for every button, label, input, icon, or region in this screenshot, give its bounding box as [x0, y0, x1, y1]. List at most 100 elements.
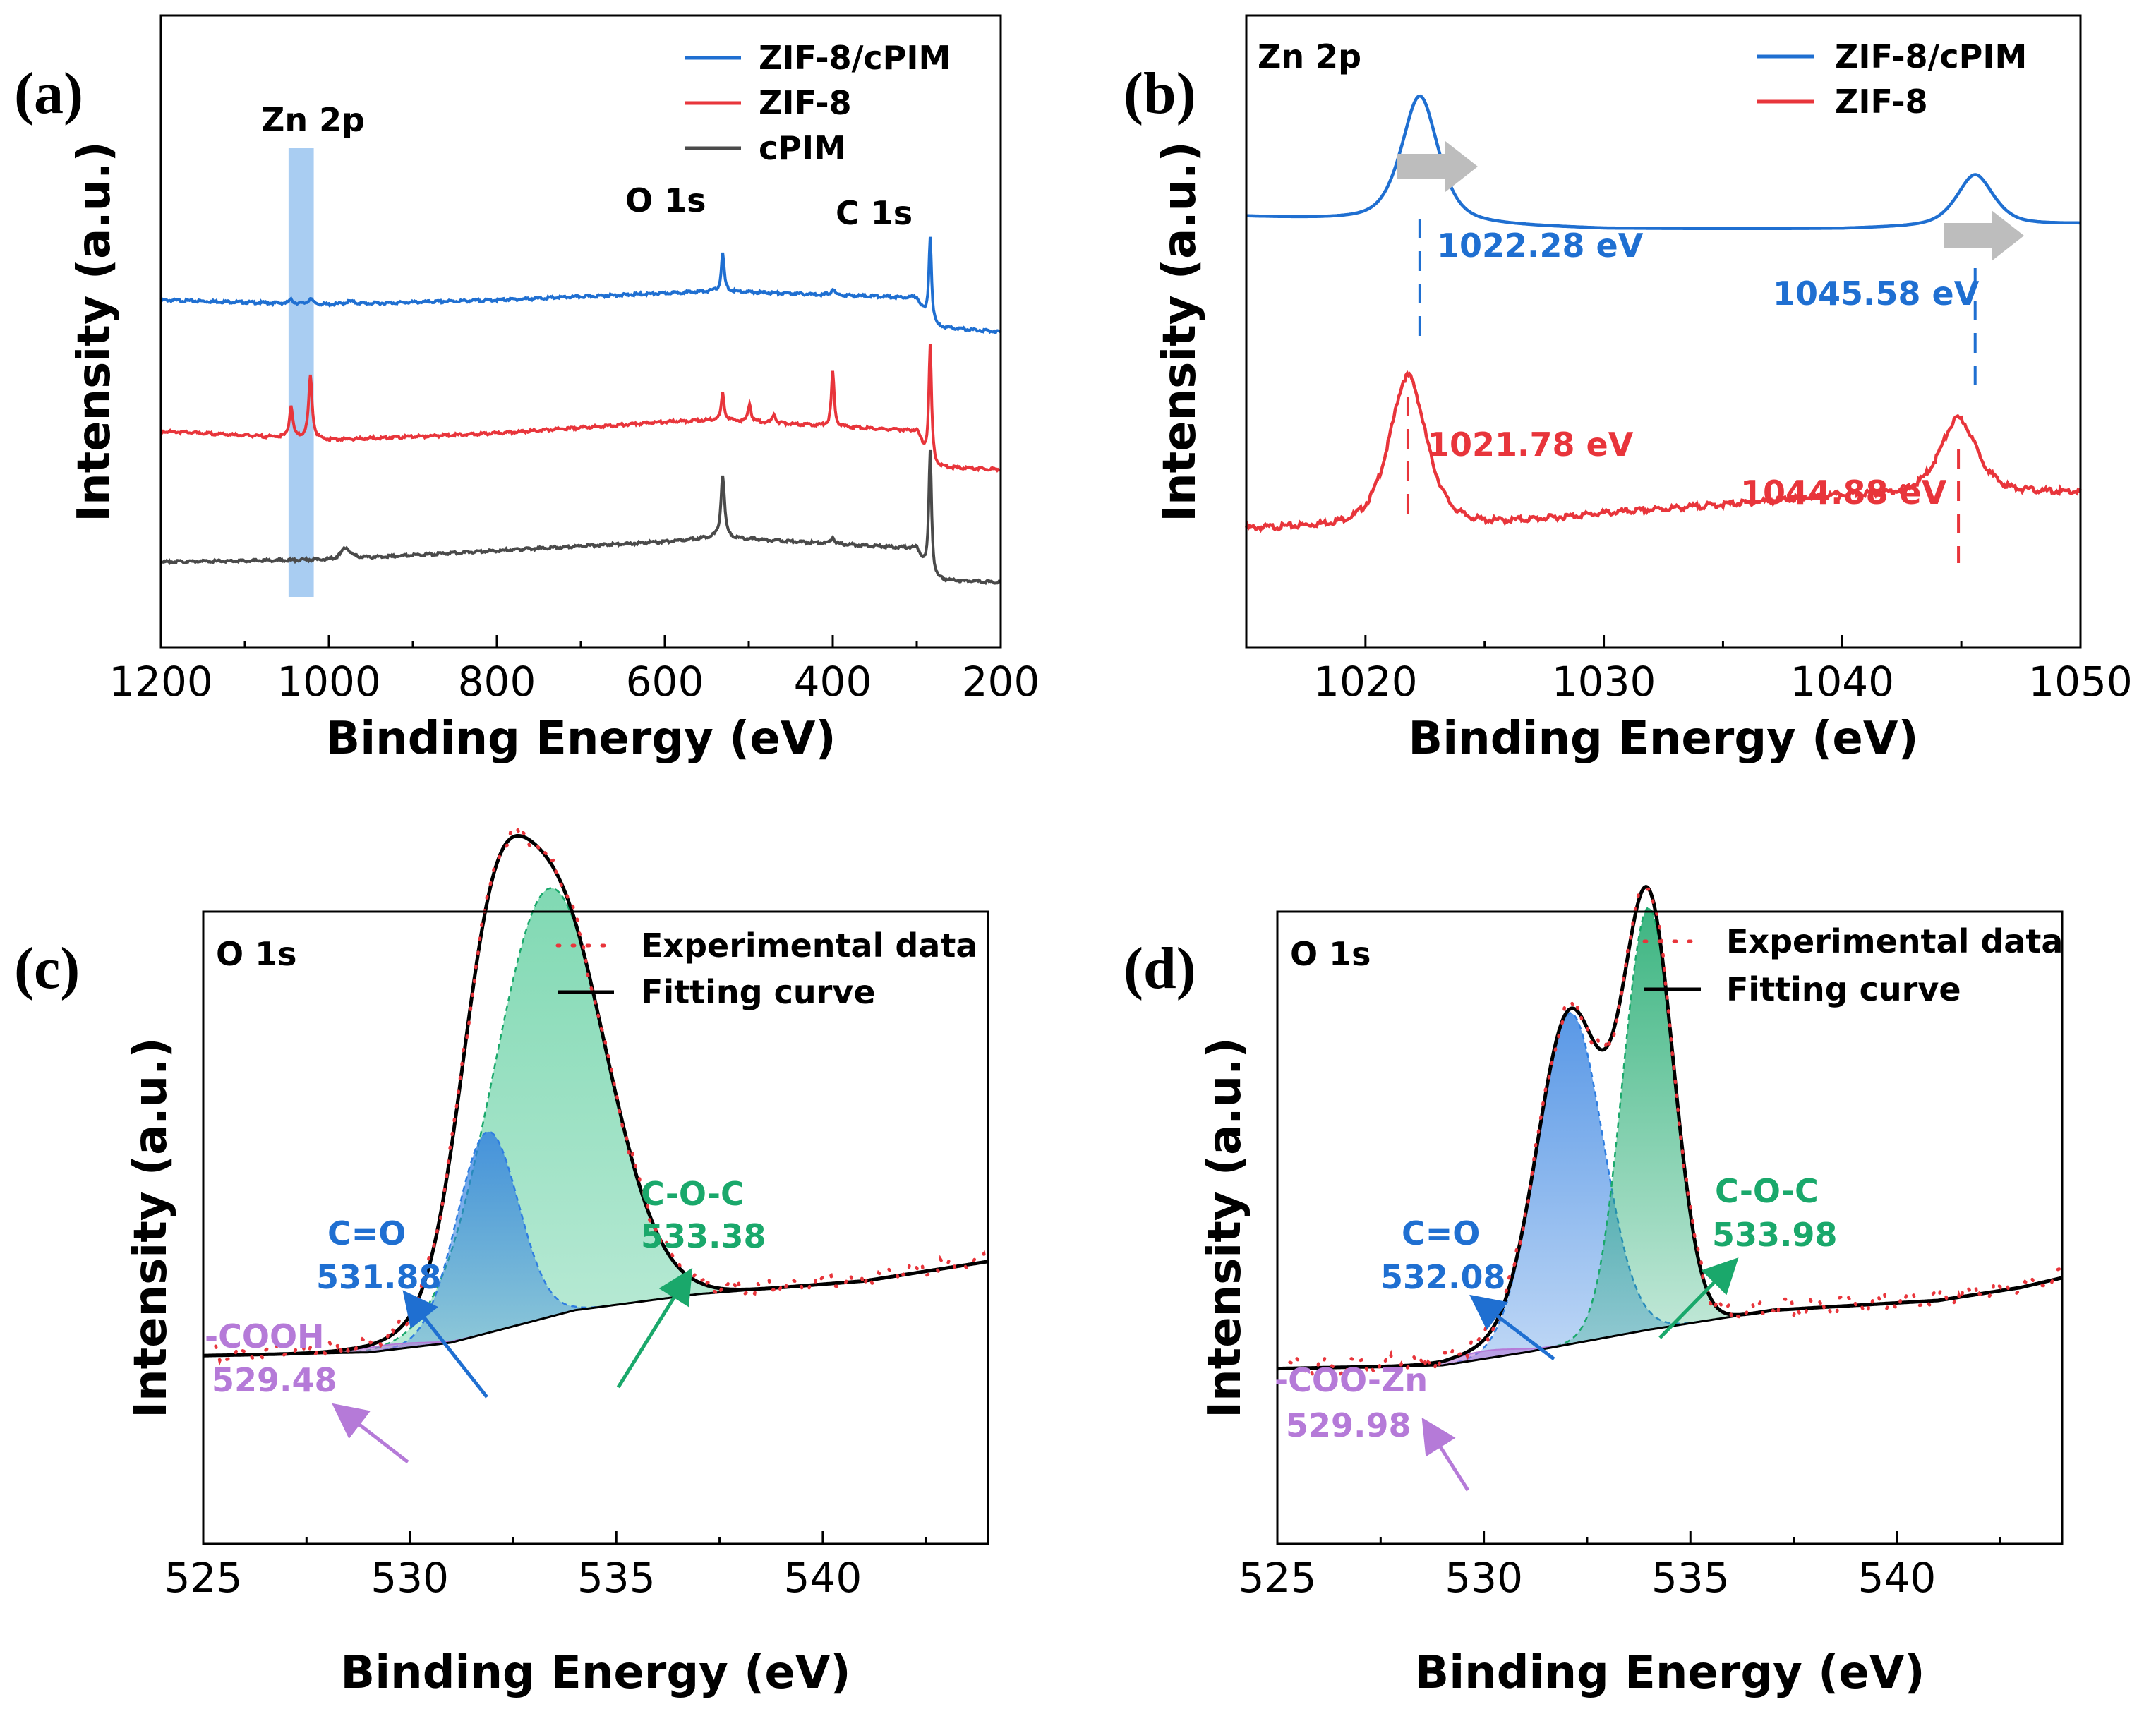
value-c-o-c: 533.98	[1712, 1216, 1838, 1254]
panel-c-x-tick-labels: 525 530 535 540	[164, 1554, 862, 1602]
panel-b-label: (b)	[1124, 61, 1196, 126]
panel-d-frame	[1276, 910, 2064, 1545]
panel-b-x-tick-label: 1050	[2028, 658, 2133, 706]
label-c-o: C=O	[327, 1214, 406, 1252]
arrow-cooh	[332, 1403, 409, 1463]
peak-label-1045-58: 1045.58 eV	[1773, 274, 1980, 313]
legend-label-experimental: Experimental data	[641, 926, 977, 965]
peak-label-1021-78: 1021.78 eV	[1427, 425, 1634, 464]
arrow-coo-zn	[1421, 1417, 1470, 1492]
legend-label-cpim: cPIM	[759, 129, 846, 167]
label-cooh: -COOH	[205, 1317, 325, 1355]
label-c-o-c: C-O-C	[641, 1175, 745, 1213]
legend-label-zif8-cpim: ZIF-8/cPIM	[1835, 37, 2027, 76]
shift-arrow-icon	[1944, 210, 2024, 261]
arrow-c-o-c	[1658, 1257, 1739, 1339]
panel-c-x-tick-label: 535	[577, 1554, 656, 1602]
value-coo-zn: 529.98	[1286, 1406, 1411, 1444]
panel-a: (a) 1200 1000 800 600 400 200 Binding Energy …	[14, 14, 1040, 765]
panel-a-anno-o1s: O 1s	[625, 181, 706, 219]
label-c-o: C=O	[1402, 1214, 1480, 1252]
panel-c: (c) 525 530 535 540 Binding Energy (eV) Int…	[14, 823, 990, 1699]
panel-a-x-axis-title: Binding Energy (eV)	[325, 713, 836, 765]
panel-c-plot	[203, 823, 990, 1366]
panel-a-anno-zn2p: Zn 2p	[261, 101, 365, 139]
panel-d-x-axis-title: Binding Energy (eV)	[1414, 1647, 1925, 1699]
panel-d-x-tick-label: 535	[1651, 1554, 1730, 1602]
panel-b-x-ticks	[1245, 635, 2082, 648]
panel-d-y-axis-title: Intensity (a.u.)	[1199, 1037, 1251, 1418]
peak-label-1022-28: 1022.28 eV	[1437, 227, 1644, 265]
value-c-o: 532.08	[1380, 1258, 1506, 1296]
arrow-c-o-c	[616, 1267, 693, 1389]
panel-c-x-tick-label: 525	[164, 1554, 243, 1602]
panel-b-x-axis-title: Binding Energy (eV)	[1408, 713, 1918, 765]
panel-c-legend: Experimental data Fitting curve	[555, 926, 977, 1011]
panel-b-peak-markers	[1406, 219, 1977, 563]
legend-label-zif8: ZIF-8	[1835, 83, 1928, 121]
panel-a-anno-c1s: C 1s	[836, 194, 913, 232]
panel-c-x-tick-label: 530	[371, 1554, 449, 1602]
legend-label-zif8: ZIF-8	[759, 84, 852, 122]
panel-a-series-zif8-cpim	[159, 236, 1002, 334]
panel-a-series	[159, 236, 1002, 586]
panel-c-x-tick-label: 540	[784, 1554, 862, 1602]
panel-b-x-tick-label: 1040	[1790, 658, 1894, 706]
panel-a-x-tick-labels: 1200 1000 800 600 400 200	[109, 658, 1040, 706]
panel-c-label: (c)	[14, 936, 80, 1001]
shift-arrow-icon	[1397, 141, 1478, 192]
experimental-data	[1288, 887, 2064, 1379]
panel-b-x-tick-label: 1020	[1313, 658, 1418, 706]
panel-b-legend: ZIF-8/cPIM ZIF-8	[1757, 37, 2027, 121]
legend-label-zif8-cpim: ZIF-8/cPIM	[759, 39, 951, 77]
value-c-o-c: 533.38	[641, 1217, 766, 1255]
panel-d-x-tick-label: 540	[1858, 1554, 1937, 1602]
panel-d-x-ticks	[1276, 1531, 2001, 1544]
panel-a-x-tick-label: 200	[962, 658, 1040, 706]
panel-a-legend: ZIF-8/cPIM ZIF-8 cPIM	[685, 39, 951, 167]
label-coo-zn: -COO-Zn	[1275, 1361, 1428, 1399]
panel-a-zn-band	[288, 148, 314, 597]
panel-a-x-tick-label: 1000	[277, 658, 381, 706]
panel-d-x-tick-label: 530	[1445, 1554, 1523, 1602]
panel-a-y-axis-title: Intensity (a.u.)	[68, 141, 121, 521]
panel-a-x-tick-label: 800	[458, 658, 536, 706]
panel-a-x-ticks	[159, 635, 1002, 648]
panel-c-x-axis-title: Binding Energy (eV)	[340, 1647, 850, 1699]
panel-b-x-tick-labels: 1020 1030 1040 1050	[1313, 658, 2133, 706]
panel-c-frame	[202, 910, 989, 1545]
panel-a-x-tick-label: 400	[794, 658, 872, 706]
panel-d-x-tick-label: 525	[1239, 1554, 1317, 1602]
value-c-o: 531.88	[316, 1258, 442, 1296]
component-c-o	[362, 1130, 613, 1353]
panel-b-frame	[1245, 14, 2082, 649]
panel-d: (d) 525 530 535 540 Binding Energy (eV) Int…	[1124, 885, 2064, 1699]
panel-a-series-zif8	[159, 344, 1001, 473]
value-cooh: 529.48	[212, 1361, 337, 1399]
panel-d-title: O 1s	[1290, 935, 1371, 973]
panel-b: (b) 1020 1030 1040 1050 Binding Energy (eV)…	[1124, 14, 2133, 765]
panel-a-x-tick-label: 600	[626, 658, 704, 706]
panel-c-x-ticks	[202, 1531, 927, 1544]
panel-b-series-zif8	[1244, 370, 2082, 533]
panel-c-y-axis-title: Intensity (a.u.)	[125, 1037, 177, 1418]
panel-b-x-tick-label: 1030	[1552, 658, 1656, 706]
panel-b-series-zif8-cpim	[1246, 94, 2080, 231]
label-c-o-c: C-O-C	[1715, 1172, 1819, 1210]
panel-d-legend: Experimental data Fitting curve	[1642, 922, 2063, 1008]
arrow-c-o	[402, 1290, 488, 1399]
panel-a-series-cpim	[160, 449, 1002, 586]
peak-label-1044-88: 1044.88 eV	[1740, 473, 1947, 512]
legend-label-fitting: Fitting curve	[1726, 970, 1961, 1008]
experimental-data	[214, 823, 990, 1366]
panel-d-x-tick-labels: 525 530 535 540	[1239, 1554, 1937, 1602]
panel-a-x-tick-label: 1200	[109, 658, 213, 706]
panel-b-series	[1244, 94, 2082, 533]
arrow-c-o	[1469, 1294, 1555, 1360]
panel-c-title: O 1s	[216, 935, 297, 973]
legend-label-experimental: Experimental data	[1726, 922, 2063, 960]
panel-b-y-axis-title: Intensity (a.u.)	[1154, 141, 1206, 521]
legend-label-fitting: Fitting curve	[641, 973, 876, 1011]
panel-b-title: Zn 2p	[1258, 37, 1361, 76]
